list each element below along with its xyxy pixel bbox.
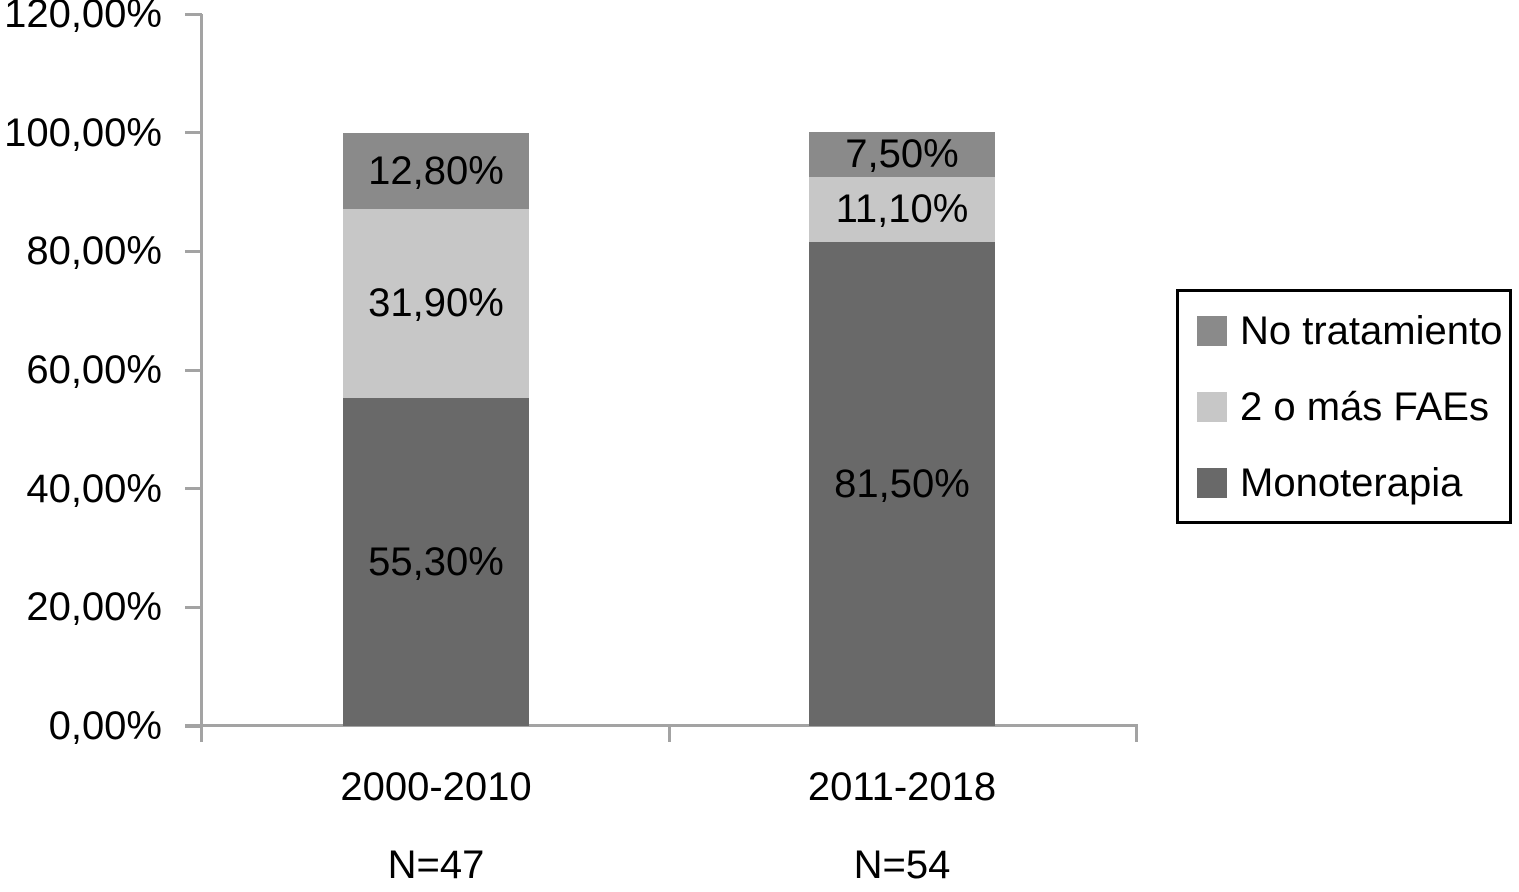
x-tick: [668, 726, 671, 742]
y-tick: [185, 249, 202, 253]
bar-segment: 11,10%: [809, 176, 995, 243]
legend-label: 2 o más FAEs: [1240, 384, 1489, 429]
y-tick-label: 20,00%: [26, 585, 162, 630]
data-label: 31,90%: [368, 281, 504, 326]
data-label: 81,50%: [834, 462, 970, 507]
category-label: 2011-2018: [807, 765, 997, 809]
legend-item: No tratamiento: [1179, 293, 1509, 369]
y-tick: [185, 487, 202, 491]
legend-item: 2 o más FAEs: [1179, 369, 1509, 445]
bar-segment: 7,50%: [809, 132, 995, 177]
bar-2000-2010: 55,30% 31,90% 12,80%: [343, 132, 529, 726]
data-label: 55,30%: [368, 539, 504, 584]
bar-segment: 55,30%: [343, 397, 529, 726]
y-tick-label: 40,00%: [26, 466, 162, 511]
y-tick: [185, 131, 202, 135]
category-sublabel: N=54: [853, 843, 951, 887]
data-label: 12,80%: [368, 148, 504, 193]
x-axis-line: [185, 724, 1138, 727]
bar-segment: 31,90%: [343, 208, 529, 398]
y-tick: [185, 12, 202, 16]
bar-2011-2018: 81,50% 11,10% 7,50%: [809, 132, 995, 726]
y-tick-label: 60,00%: [26, 348, 162, 392]
legend: No tratamiento 2 o más FAEs Monoterapia: [1176, 289, 1512, 524]
category-sublabel: N=47: [387, 843, 485, 887]
y-tick-label: 80,00%: [26, 229, 162, 274]
legend-swatch: [1197, 391, 1227, 422]
legend-label: No tratamiento: [1240, 308, 1503, 353]
data-label: 11,10%: [835, 187, 969, 232]
category-label: 2000-2010: [340, 765, 532, 809]
legend-item: Monoterapia: [1179, 445, 1509, 521]
legend-swatch: [1197, 315, 1227, 346]
y-tick-label: 120,00%: [4, 0, 162, 36]
legend-swatch: [1197, 467, 1227, 498]
bar-segment: 12,80%: [343, 132, 529, 209]
y-tick: [185, 368, 202, 372]
bar-segment: 81,50%: [809, 242, 995, 726]
x-tick: [1135, 726, 1138, 742]
y-axis-line: [200, 14, 203, 742]
y-tick-label: 0,00%: [48, 704, 162, 748]
y-tick: [185, 605, 202, 609]
y-tick-label: 100,00%: [4, 110, 162, 155]
data-label: 7,50%: [845, 132, 959, 177]
legend-label: Monoterapia: [1240, 460, 1463, 505]
